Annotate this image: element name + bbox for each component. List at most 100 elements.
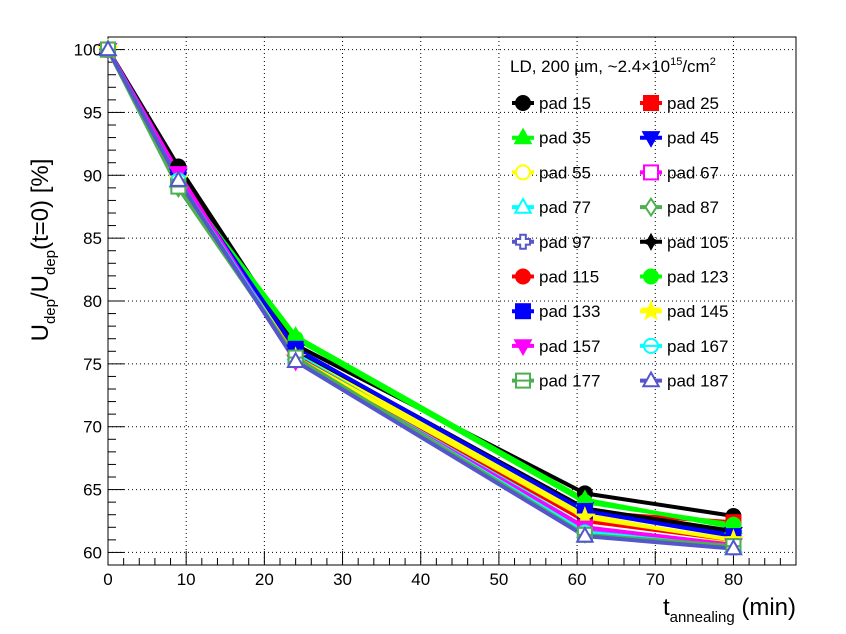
legend-label: pad 15 <box>539 94 591 113</box>
legend-header-sup2: 2 <box>710 56 716 68</box>
axis-ticks <box>107 36 781 566</box>
data-marker <box>515 95 531 111</box>
series-line <box>106 48 734 539</box>
legend-item: pad 15 <box>512 94 591 113</box>
legend-item: pad 25 <box>640 94 719 113</box>
data-marker <box>515 164 531 181</box>
data-marker <box>643 164 659 181</box>
legend-item: pad 35 <box>512 127 591 148</box>
legend-label: pad 35 <box>539 129 591 148</box>
y-tick-label: 90 <box>83 166 102 185</box>
legend-label: pad 133 <box>539 302 600 321</box>
legend-item: pad 67 <box>640 163 719 182</box>
markers-pad-35 <box>98 39 743 534</box>
y-axis-title-p2: /U <box>27 275 54 299</box>
legend-item: pad 115 <box>512 268 599 287</box>
x-axis-title-sub: annealing <box>670 609 735 626</box>
markers-pad-105 <box>98 40 743 541</box>
data-marker <box>515 372 531 389</box>
legend-header-text: LD, 200 µm, ~2.4×10 <box>510 57 670 76</box>
x-tick-labels: 0 10 20 30 40 50 60 70 80 <box>103 570 743 589</box>
series-line <box>106 48 734 536</box>
series-line <box>106 48 734 542</box>
y-tick-label: 65 <box>83 481 102 500</box>
data-marker <box>724 538 743 556</box>
legend: LD, 200 µm, ~2.4×1015/cm2 pad 15 pad 25pa… <box>510 56 728 391</box>
legend-item: pad 105 <box>640 232 728 252</box>
x-tick-label: 0 <box>103 570 112 589</box>
series-line <box>106 48 734 550</box>
y-axis-title-p1: U <box>27 324 54 341</box>
data-marker <box>643 95 659 111</box>
data-marker <box>286 351 306 368</box>
markers-pad-187 <box>98 39 743 556</box>
legend-items: pad 15 pad 25 pad 35 pad 45 pad 55 pad 67 pad … <box>512 94 728 391</box>
legend-label: pad 87 <box>667 198 719 217</box>
legend-label: pad 77 <box>539 198 591 217</box>
y-tick-label: 85 <box>83 229 102 248</box>
legend-label: pad 97 <box>539 233 591 252</box>
data-marker <box>641 232 661 251</box>
series-pad-55 <box>106 48 734 545</box>
legend-item: pad 177 <box>512 372 600 391</box>
series-pad-115 <box>106 48 734 542</box>
y-axis-title: Udep/Udep(t=0) [%] <box>27 159 59 342</box>
data-marker <box>575 526 595 543</box>
legend-label: pad 25 <box>667 94 719 113</box>
data-marker <box>513 197 533 214</box>
x-tick-label: 80 <box>724 570 743 589</box>
legend-label: pad 157 <box>539 337 600 356</box>
legend-item: pad 133 <box>512 302 600 321</box>
x-tick-label: 30 <box>333 570 352 589</box>
legend-item: pad 145 <box>640 299 728 321</box>
legend-label: pad 45 <box>667 129 719 148</box>
markers-pad-77 <box>98 39 743 553</box>
x-tick-label: 20 <box>255 570 274 589</box>
series-line <box>106 48 734 550</box>
legend-item: pad 55 <box>512 163 591 182</box>
legend-item: pad 187 <box>640 370 728 391</box>
y-tick-label: 75 <box>83 355 102 374</box>
series-pad-133 <box>106 48 734 539</box>
data-marker <box>513 339 533 356</box>
legend-label: pad 167 <box>667 337 728 356</box>
y-axis-title-s1: dep <box>42 299 59 324</box>
markers-pad-123 <box>100 41 742 533</box>
data-marker <box>515 233 531 250</box>
y-tick-label: 80 <box>83 292 102 311</box>
data-marker <box>640 299 662 321</box>
series-line <box>106 48 734 542</box>
y-axis-title-p3: (t=0) [%] <box>27 159 54 250</box>
legend-item: pad 157 <box>512 337 600 356</box>
y-tick-label: 60 <box>83 543 102 562</box>
legend-label: pad 177 <box>539 372 600 391</box>
data-marker <box>515 303 531 320</box>
y-tick-label: 70 <box>83 418 102 437</box>
legend-label: pad 123 <box>667 268 728 287</box>
legend-label: pad 105 <box>667 233 728 252</box>
legend-item: pad 123 <box>640 268 728 287</box>
markers-pad-157 <box>98 42 743 555</box>
y-tick-label: 100 <box>74 41 102 60</box>
legend-item: pad 97 <box>512 233 591 252</box>
series-pad-145 <box>106 48 734 542</box>
legend-label: pad 67 <box>667 163 719 182</box>
x-axis-title-main: t <box>663 594 670 621</box>
x-tick-label: 70 <box>646 570 665 589</box>
legend-label: pad 145 <box>667 302 728 321</box>
legend-item: pad 87 <box>640 196 719 218</box>
y-tick-label: 95 <box>83 103 102 122</box>
legend-header-sup1: 15 <box>670 56 682 68</box>
x-tick-label: 60 <box>568 570 587 589</box>
legend-item: pad 77 <box>512 197 591 217</box>
data-marker <box>168 170 188 187</box>
series-line <box>106 48 734 518</box>
x-tick-label: 40 <box>411 570 430 589</box>
series-pad-45 <box>106 48 734 536</box>
x-axis-title-suffix: (min) <box>735 594 796 621</box>
markers-pad-15 <box>100 41 742 524</box>
data-marker <box>644 196 658 218</box>
series-pad-15 <box>106 48 734 518</box>
grid-lines <box>108 37 796 565</box>
